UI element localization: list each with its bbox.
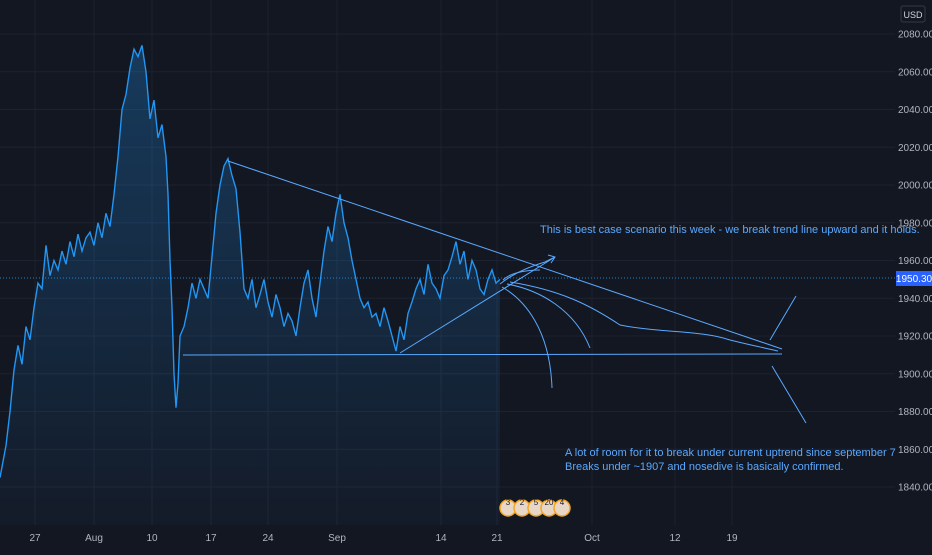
price-tick: 2060.00 bbox=[898, 67, 932, 78]
time-tick: 21 bbox=[491, 533, 503, 544]
event-count: 3 bbox=[506, 498, 511, 507]
time-tick: 27 bbox=[29, 533, 41, 544]
bear-curve-2[interactable] bbox=[506, 283, 591, 349]
bear-curve-1[interactable] bbox=[501, 286, 553, 389]
price-line bbox=[0, 45, 501, 478]
time-tick: Sep bbox=[328, 533, 346, 544]
breakout-curve-2[interactable] bbox=[502, 269, 541, 281]
bear-curve-3[interactable] bbox=[509, 281, 779, 352]
time-tick: Aug bbox=[85, 533, 103, 544]
price-tick: 2040.00 bbox=[898, 105, 932, 116]
time-scale[interactable]: 27 Aug 10 17 24 Sep 14 21 Oct 12 19 bbox=[29, 533, 738, 544]
breakout-curve[interactable] bbox=[499, 256, 556, 285]
event-markers[interactable]: 3 2 5 20 4 bbox=[499, 498, 571, 517]
price-tick: 2020.00 bbox=[898, 143, 932, 154]
breakout-arrowhead bbox=[547, 254, 556, 264]
event-count: 2 bbox=[520, 498, 525, 507]
event-count: 20 bbox=[545, 498, 554, 507]
time-tick: 14 bbox=[435, 533, 447, 544]
time-tick: 12 bbox=[669, 533, 681, 544]
bottom-note-line1: A lot of room for it to break under curr… bbox=[565, 447, 896, 459]
upper-trendline[interactable] bbox=[227, 160, 783, 350]
last-price-badge bbox=[896, 271, 932, 286]
currency-badge[interactable] bbox=[900, 5, 926, 23]
price-tick: 1900.00 bbox=[898, 369, 932, 380]
support-line[interactable] bbox=[182, 353, 783, 356]
rising-trendline[interactable] bbox=[399, 256, 556, 354]
time-tick: Oct bbox=[584, 533, 600, 544]
event-count: 4 bbox=[560, 498, 565, 507]
price-tick: 1920.00 bbox=[898, 332, 932, 343]
right-up-line[interactable] bbox=[769, 295, 797, 341]
price-tick: 2000.00 bbox=[898, 181, 932, 192]
price-tick: 1940.00 bbox=[898, 294, 932, 305]
price-scale[interactable]: 2080.00 2060.00 2040.00 2020.00 2000.00 1980.… bbox=[898, 30, 932, 494]
event-marker[interactable] bbox=[553, 499, 571, 517]
time-tick: 19 bbox=[726, 533, 738, 544]
price-tick: 1840.00 bbox=[898, 483, 932, 494]
price-tick: 2080.00 bbox=[898, 30, 932, 41]
right-down-line[interactable] bbox=[771, 365, 807, 424]
price-area bbox=[0, 45, 500, 526]
price-tick: 1980.00 bbox=[898, 218, 932, 229]
time-tick: 24 bbox=[262, 533, 274, 544]
currency-label: USD bbox=[903, 10, 923, 20]
price-tick: 1880.00 bbox=[898, 407, 932, 418]
drawings[interactable] bbox=[182, 160, 807, 424]
last-price-label: 1950.30 bbox=[896, 274, 932, 285]
event-count: 5 bbox=[534, 498, 539, 507]
price-tick: 1860.00 bbox=[898, 445, 932, 456]
price-tick: 1960.00 bbox=[898, 256, 932, 267]
time-tick: 17 bbox=[205, 533, 217, 544]
bottom-note-line2: Breaks under ~1907 and nosedive is basic… bbox=[565, 461, 844, 473]
top-note: This is best case scenario this week - w… bbox=[540, 224, 920, 236]
time-tick: 10 bbox=[146, 533, 158, 544]
